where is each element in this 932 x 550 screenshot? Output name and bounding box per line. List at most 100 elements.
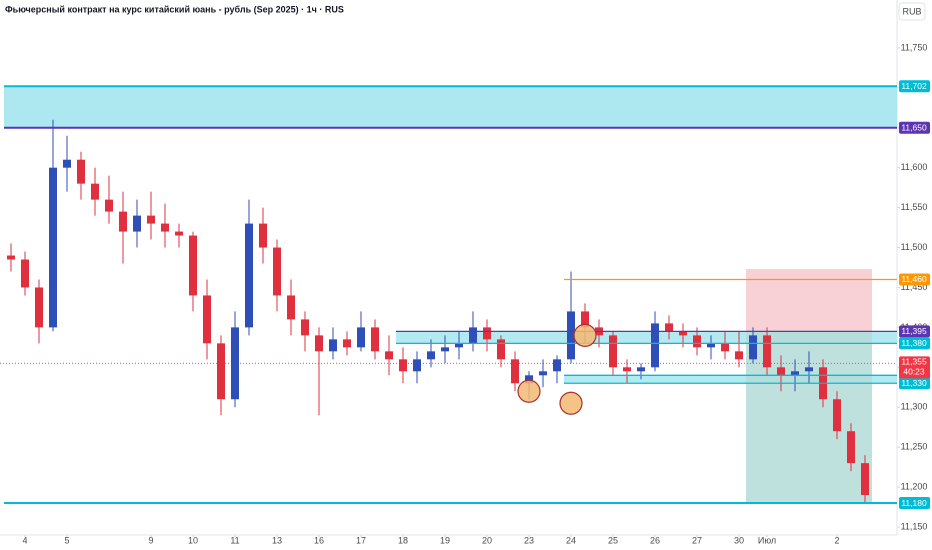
- candle-body: [189, 235, 197, 296]
- x-tick-label: 10: [188, 535, 198, 545]
- y-tick-label: 11,600: [901, 162, 928, 172]
- candle-body: [77, 159, 85, 184]
- y-tick-label: 11,150: [901, 521, 928, 531]
- candle-body: [7, 255, 15, 260]
- x-tick-label: 17: [356, 535, 366, 545]
- x-tick-label: 25: [608, 535, 618, 545]
- x-tick-label: 26: [650, 535, 660, 545]
- candle-body: [861, 463, 869, 496]
- level-label: 11,330: [901, 378, 927, 388]
- candle-body: [567, 311, 575, 360]
- level-label: 11,702: [901, 81, 927, 91]
- candle-body: [329, 339, 337, 352]
- level-label: 11,395: [901, 326, 927, 336]
- candle-body: [539, 371, 547, 376]
- candle-body: [525, 375, 533, 384]
- candle-body: [735, 351, 743, 360]
- y-tick-label: 11,750: [901, 42, 928, 52]
- x-tick-label: 23: [524, 535, 534, 545]
- candle-body: [399, 359, 407, 372]
- level-label-bg: [899, 377, 930, 390]
- level-label-bg: [899, 121, 930, 134]
- y-tick-label: 11,550: [901, 202, 928, 212]
- candle-body: [357, 327, 365, 348]
- level-label-bg: [899, 80, 930, 93]
- candle-body: [35, 287, 43, 328]
- currency-label: RUB: [902, 6, 921, 16]
- x-tick-label: 16: [314, 535, 324, 545]
- candle-body: [847, 431, 855, 464]
- candle-body: [217, 343, 225, 400]
- level-label-bg: [899, 273, 930, 286]
- candle-body: [49, 167, 57, 328]
- currency-button[interactable]: [898, 2, 926, 21]
- x-tick-label: 19: [440, 535, 450, 545]
- candle-body: [763, 335, 771, 368]
- x-tick-label: 2: [834, 535, 839, 545]
- level-label: 11,180: [901, 498, 927, 508]
- candle-body: [805, 367, 813, 372]
- candle-body: [721, 343, 729, 352]
- y-tick-label: 11,250: [901, 442, 928, 452]
- level-label-bg: [899, 497, 930, 510]
- level-label: 11,460: [901, 274, 927, 284]
- candle-body: [259, 223, 267, 248]
- candle-body: [707, 343, 715, 348]
- y-tick-label: 11,500: [901, 242, 928, 252]
- candle-body: [147, 215, 155, 224]
- y-tick-label: 11,200: [901, 481, 928, 491]
- candle-body: [413, 359, 421, 372]
- last-price-label-bg: [899, 356, 930, 379]
- x-tick-label: 13: [272, 535, 282, 545]
- zone: [4, 86, 897, 128]
- candle-body: [511, 359, 519, 384]
- candle-body: [679, 331, 687, 336]
- candle-body: [21, 259, 29, 288]
- candle-body: [133, 215, 141, 232]
- x-tick-label: 5: [64, 535, 69, 545]
- last-price-label: 11,355: [901, 357, 927, 367]
- candle-body: [315, 335, 323, 352]
- stop-zone: [746, 269, 872, 332]
- y-tick-label: 11,300: [901, 402, 928, 412]
- candle-body: [119, 211, 127, 232]
- candle-body: [427, 351, 435, 360]
- candle-body: [161, 223, 169, 232]
- zone: [396, 331, 897, 344]
- candle-body: [385, 351, 393, 360]
- countdown-label: 40:23: [903, 367, 925, 377]
- candle-body: [609, 335, 617, 368]
- candle-body: [553, 359, 561, 372]
- candle-body: [833, 399, 841, 432]
- candle-body: [693, 335, 701, 348]
- x-tick-label: 24: [566, 535, 576, 545]
- level-label-bg: [899, 337, 930, 350]
- candle-body: [371, 327, 379, 352]
- candle-body: [791, 371, 799, 376]
- x-tick-label: 9: [148, 535, 153, 545]
- candle-body: [637, 367, 645, 372]
- candle-body: [343, 339, 351, 348]
- candle-body: [623, 367, 631, 372]
- candle-body: [63, 159, 71, 168]
- y-tick-label: 11,450: [901, 282, 928, 292]
- candle-body: [469, 327, 477, 344]
- candle-body: [581, 311, 589, 328]
- x-tick-label: 11: [230, 535, 239, 545]
- candle-body: [91, 183, 99, 200]
- candle-body: [497, 339, 505, 360]
- candle-body: [105, 199, 113, 212]
- candle-body: [749, 335, 757, 360]
- candle-body: [245, 223, 253, 328]
- marker-circle: [517, 379, 541, 403]
- x-tick-label: 27: [692, 535, 702, 545]
- level-label: 11,650: [901, 123, 927, 133]
- level-label: 11,380: [901, 338, 927, 348]
- x-tick-label: 18: [398, 535, 408, 545]
- candle-body: [287, 295, 295, 320]
- marker-circle: [573, 323, 597, 347]
- candle-body: [651, 323, 659, 368]
- chart-title: Фьючерсный контракт на курс китайский юа…: [5, 4, 344, 14]
